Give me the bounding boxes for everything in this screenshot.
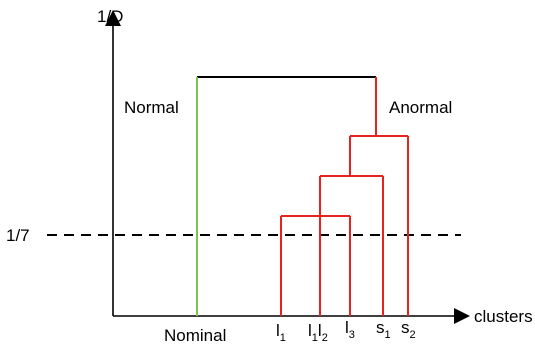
anormal-branch (280, 77, 409, 316)
threshold-label: 1/7 (6, 226, 30, 245)
leaf-nominal-label: Nominal (164, 326, 226, 345)
normal-label: Normal (124, 98, 179, 117)
leaf-s2-label: s2 (401, 318, 416, 341)
leaf-l1l2-label: l1l2 (308, 321, 328, 344)
leaf-l3-label: l3 (345, 318, 355, 341)
x-axis-label: clusters (474, 307, 533, 326)
y-axis-label: 1/D (97, 7, 123, 26)
anormal-label: Anormal (389, 98, 452, 117)
leaf-l1-label: l1 (276, 321, 286, 344)
leaf-s1-label: s1 (376, 318, 391, 341)
